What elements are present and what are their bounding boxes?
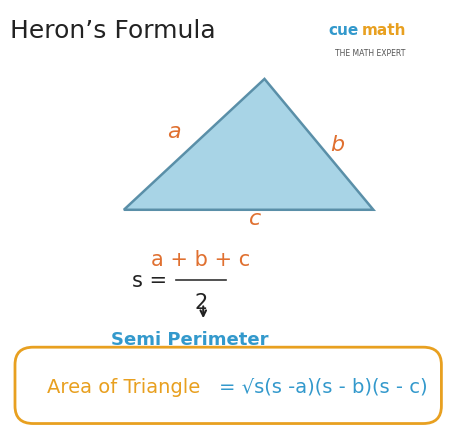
Text: Semi Perimeter: Semi Perimeter [111, 330, 268, 348]
Text: = √s(s -a)(s - b)(s - c): = √s(s -a)(s - b)(s - c) [219, 377, 428, 396]
Text: c: c [249, 209, 262, 229]
Text: a + b + c: a + b + c [151, 249, 251, 269]
Polygon shape [124, 80, 374, 210]
Text: cue: cue [328, 23, 358, 38]
Text: s =: s = [132, 270, 174, 290]
Text: math: math [362, 23, 407, 38]
Text: a: a [167, 122, 181, 142]
Text: b: b [330, 135, 344, 155]
Text: Area of Triangle: Area of Triangle [47, 377, 200, 396]
Text: THE MATH EXPERT: THE MATH EXPERT [335, 49, 405, 58]
FancyBboxPatch shape [15, 347, 441, 424]
Text: 2: 2 [194, 292, 208, 312]
Text: Heron’s Formula: Heron’s Formula [10, 19, 216, 43]
